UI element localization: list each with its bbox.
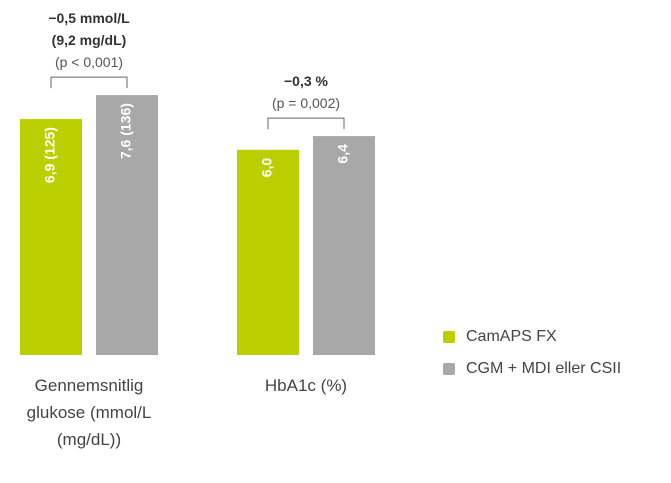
legend-label: CamAPS FX	[466, 328, 557, 345]
category-label: HbA1c (%)	[264, 376, 348, 395]
category-label: Gennemsnitlig glukose (mmol/L (mg/dL))	[26, 376, 152, 449]
bar-value-label: 6,9 (125)	[42, 127, 58, 183]
bar	[20, 119, 82, 356]
difference-annotation: (9,2 mg/dL)	[52, 32, 127, 48]
bar-value-label: 6,0	[259, 158, 275, 178]
legend-swatch	[443, 363, 455, 375]
bar	[313, 136, 375, 355]
bar	[96, 95, 158, 355]
legend-label: CGM + MDI eller CSII	[466, 360, 621, 377]
legend-swatch	[443, 331, 455, 343]
difference-annotation: −0,3 %	[284, 73, 329, 89]
significance-bracket	[50, 76, 128, 89]
difference-annotation: −0,5 mmol/L	[48, 10, 130, 26]
p-value-annotation: (p < 0,001)	[55, 54, 123, 70]
bar	[237, 149, 299, 355]
significance-bracket	[267, 117, 345, 130]
bar-value-label: 6,4	[335, 144, 351, 164]
bar-value-label: 7,6 (136)	[118, 103, 134, 159]
p-value-annotation: (p = 0,002)	[272, 95, 340, 111]
